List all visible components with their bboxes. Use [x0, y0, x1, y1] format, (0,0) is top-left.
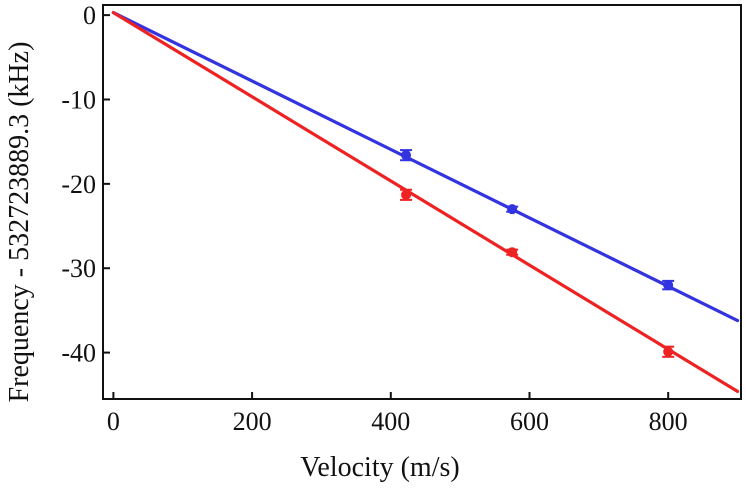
- y-tick-label: 0: [83, 1, 96, 30]
- plot-frame: [102, 4, 742, 400]
- data-point-blue-1: [507, 204, 518, 215]
- x-tick-labels: 0 200 400 600 800: [107, 407, 688, 436]
- data-points: [401, 150, 674, 357]
- fit-line-blue: [111, 10, 740, 323]
- x-tick-label: 600: [510, 407, 549, 436]
- x-tick-label: 200: [233, 407, 272, 436]
- fit-line-red: [111, 10, 740, 394]
- x-ticks: [112, 392, 670, 399]
- y-tick-label: -40: [61, 339, 96, 368]
- y-tick-label: -20: [61, 170, 96, 199]
- x-tick-label: 400: [371, 407, 410, 436]
- y-tick-labels: 0 -10 -20 -30 -40: [61, 1, 96, 367]
- data-point-red-0: [401, 189, 412, 200]
- x-tick-label: 800: [649, 407, 688, 436]
- data-point-red-1: [507, 247, 518, 258]
- y-tick-label: -30: [61, 254, 96, 283]
- data-point-blue-0: [401, 150, 412, 161]
- data-point-red-2: [663, 346, 674, 357]
- x-tick-label: 0: [107, 407, 120, 436]
- data-point-blue-2: [663, 280, 674, 291]
- error-bars: [400, 149, 675, 358]
- x-axis-title: Velocity (m/s): [300, 452, 459, 483]
- y-axis-title: Frequency - 532723889.3 (kHz): [4, 42, 35, 403]
- y-tick-label: -10: [61, 85, 96, 114]
- y-ticks: [103, 14, 110, 354]
- fit-lines: [111, 10, 740, 394]
